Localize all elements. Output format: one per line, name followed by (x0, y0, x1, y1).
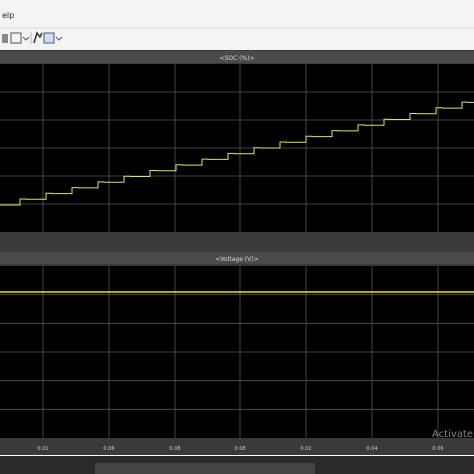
panel-title-bar (0, 252, 474, 264)
watermark: Activate W (432, 429, 474, 440)
tool-icon[interactable] (33, 31, 43, 44)
panel-title-bar (0, 51, 474, 63)
soc-trace (0, 101, 474, 206)
menu-help[interactable]: elp (2, 11, 14, 20)
tool-icon[interactable] (2, 34, 8, 43)
x-tick-label: 0.06 (103, 446, 114, 452)
toolbar-area (0, 0, 474, 50)
tool-dropdown[interactable] (55, 36, 63, 41)
tool-icon[interactable] (10, 32, 22, 44)
panel-title: <SOC (%)> (219, 55, 254, 62)
x-tick-label: 0.04 (366, 446, 377, 452)
x-tick-label: 0.08 (234, 446, 245, 452)
x-tick-labels: 0.01 0.06 0.08 0.08 0.02 0.04 0.06 (37, 446, 443, 452)
x-tick-label: 0.01 (37, 446, 48, 452)
x-tick-label: 0.02 (300, 446, 311, 452)
status-field (95, 463, 315, 474)
x-tick-label: 0.06 (432, 446, 443, 452)
grid (0, 64, 474, 438)
panel-title: <Voltage (V)> (215, 256, 258, 263)
toolbar-icons (2, 31, 63, 44)
tool-icon[interactable] (43, 32, 55, 44)
x-tick-label: 0.08 (169, 446, 180, 452)
tool-dropdown[interactable] (22, 36, 30, 41)
